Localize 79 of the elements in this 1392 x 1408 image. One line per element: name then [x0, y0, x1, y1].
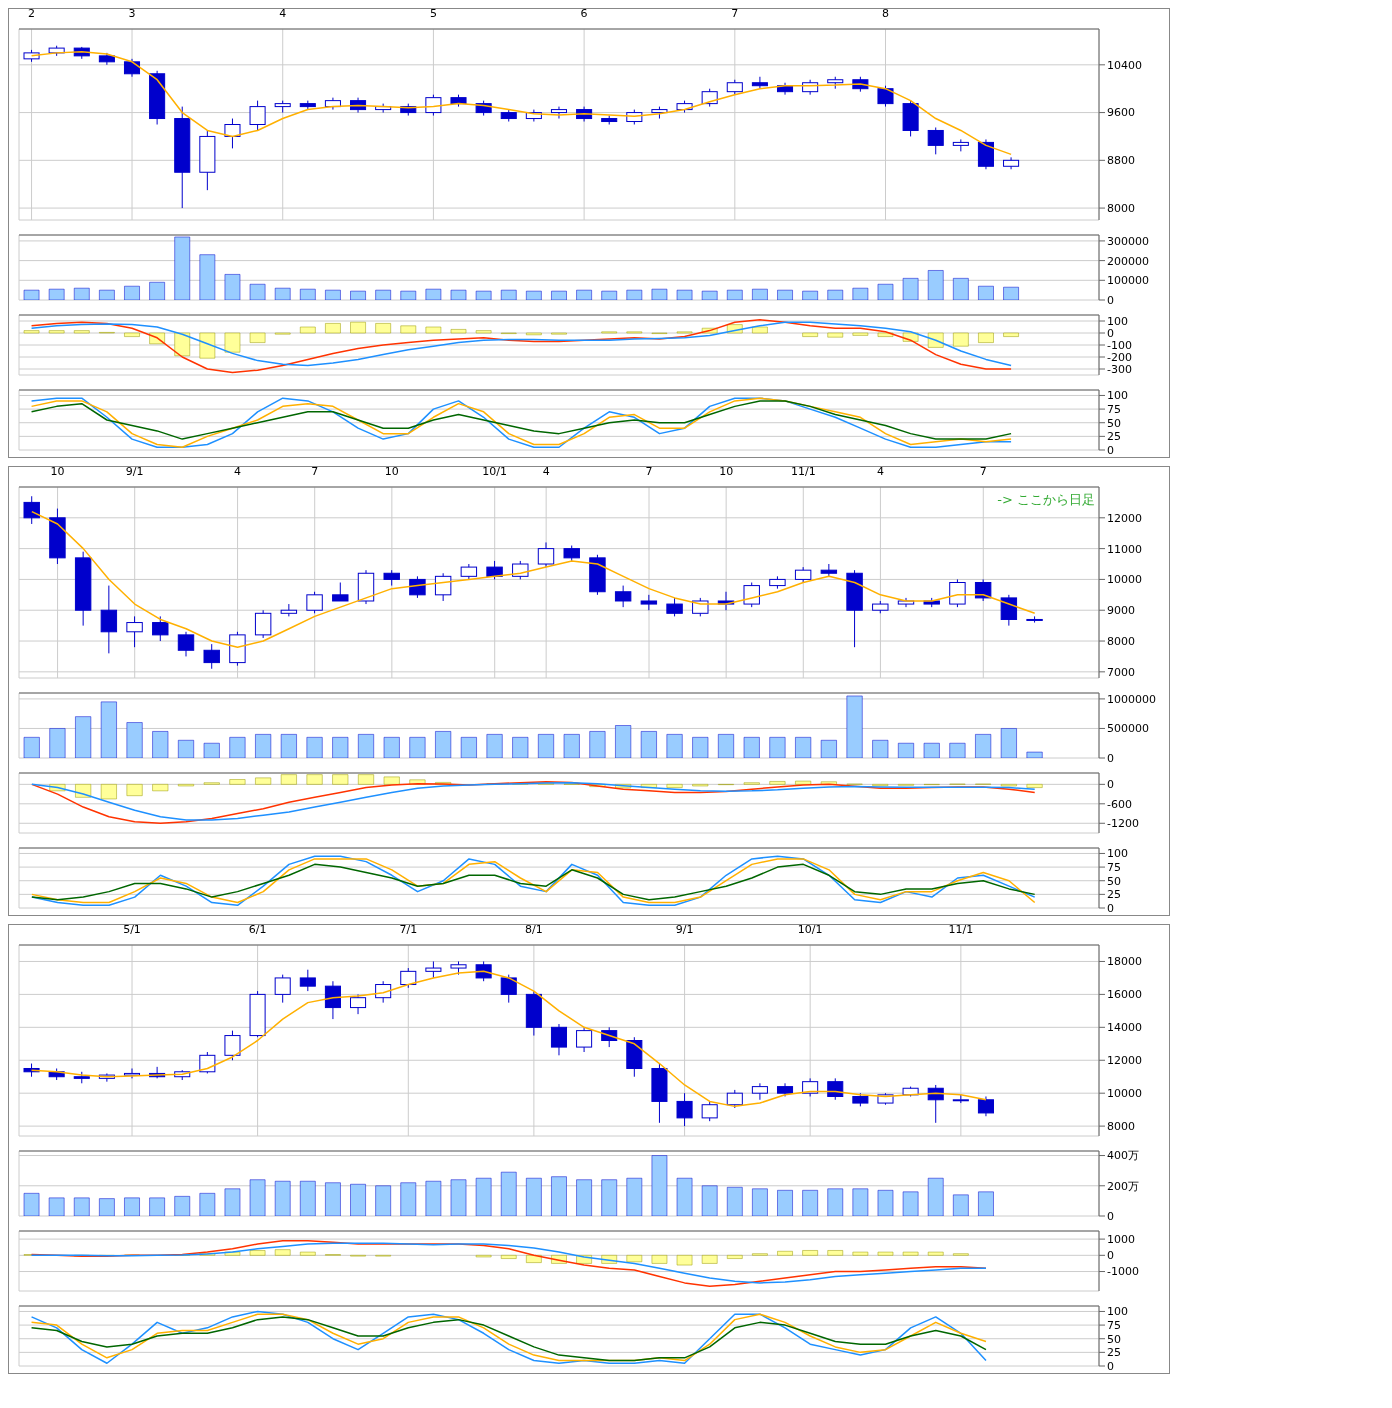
y-tick-label: 1000000 [1107, 692, 1156, 706]
y-tick-label: 12000 [1107, 511, 1142, 525]
y-tick-label: 100000 [1107, 274, 1149, 288]
x-tick-label: 4 [279, 7, 287, 20]
y-tick-label: 0 [1107, 1209, 1114, 1223]
y-tick-label: 0 [1107, 901, 1114, 915]
x-tick-label: 7/1 [399, 923, 418, 936]
y-tick-label: 0 [1107, 293, 1114, 307]
y-tick-label: 100 [1107, 1305, 1128, 1319]
y-tick-label: -600 [1107, 797, 1132, 811]
y-tick-label: 200万 [1107, 1179, 1139, 1193]
y-tick-label: 10000 [1107, 1087, 1142, 1101]
x-tick-label: 5 [429, 7, 437, 20]
y-tick-label: 200000 [1107, 254, 1149, 268]
x-tick-label: 5/1 [123, 923, 141, 936]
y-tick-label: 75 [1107, 1319, 1121, 1332]
y-tick-label: 16000 [1107, 988, 1142, 1002]
y-tick-label: 7000 [1107, 665, 1135, 679]
x-tick-label: 7 [645, 465, 653, 478]
x-tick-label: 6/1 [248, 923, 267, 936]
x-tick-label: 10/1 [482, 465, 508, 478]
y-tick-label: 0 [1107, 778, 1114, 792]
y-tick-label: 10400 [1107, 58, 1142, 72]
x-tick-label: 7 [311, 465, 319, 478]
y-tick-label: 1000 [1107, 1233, 1135, 1247]
x-tick-label: 11/1 [790, 465, 816, 478]
y-tick-label: 0 [1107, 443, 1114, 457]
y-tick-label: 100 [1107, 314, 1128, 328]
y-tick-label: 0 [1107, 326, 1114, 340]
y-tick-label: 8000 [1107, 1120, 1135, 1134]
y-tick-label: 400万 [1107, 1149, 1139, 1163]
y-tick-label: 25 [1107, 888, 1121, 902]
x-tick-label: 10/1 [797, 923, 823, 936]
y-tick-label: 12000 [1107, 1054, 1142, 1068]
y-tick-label: -100 [1107, 338, 1132, 352]
x-tick-label: 4 [876, 465, 884, 478]
y-tick-label: 9600 [1107, 106, 1135, 120]
x-tick-label: 9/1 [125, 465, 144, 478]
y-tick-label: 10000 [1107, 573, 1142, 587]
x-tick-label: 4 [234, 465, 242, 478]
y-tick-label: 100 [1107, 847, 1128, 861]
x-tick-label: 8 [882, 7, 890, 20]
x-tick-label: 3 [128, 7, 136, 20]
x-tick-label: 9/1 [675, 923, 694, 936]
x-tick-label: 8/1 [525, 923, 543, 936]
y-tick-label: 75 [1107, 861, 1121, 874]
x-tick-label: 2 [28, 7, 36, 20]
y-tick-label: 50 [1107, 416, 1121, 430]
y-tick-label: -300 [1107, 362, 1132, 376]
y-tick-label: 0 [1107, 751, 1114, 765]
y-tick-label: 75 [1107, 403, 1121, 416]
y-tick-label: -1000 [1107, 1265, 1139, 1279]
x-tick-label: 10 [384, 465, 399, 478]
y-tick-label: 50 [1107, 1332, 1121, 1346]
x-tick-label: 7 [731, 7, 739, 20]
y-tick-label: 11000 [1107, 542, 1142, 556]
x-tick-label: 10 [719, 465, 734, 478]
y-tick-label: 300000 [1107, 234, 1149, 248]
annotation: -> ここから日足 [997, 491, 1095, 509]
x-tick-label: 4 [542, 465, 550, 478]
y-tick-label: 8000 [1107, 201, 1135, 215]
y-tick-label: 25 [1107, 1346, 1121, 1360]
y-tick-label: 100 [1107, 389, 1128, 403]
y-tick-label: 8000 [1107, 634, 1135, 648]
y-tick-label: 50 [1107, 874, 1121, 888]
x-tick-label: 6 [580, 7, 588, 20]
y-tick-label: 9000 [1107, 604, 1135, 618]
x-tick-label: 11/1 [948, 923, 974, 936]
x-tick-label: 7 [979, 465, 987, 478]
y-tick-label: 25 [1107, 430, 1121, 444]
x-tick-label: 10 [50, 465, 65, 478]
y-tick-label: 0 [1107, 1359, 1114, 1373]
y-tick-label: 0 [1107, 1249, 1114, 1263]
y-tick-label: 500000 [1107, 722, 1149, 736]
y-tick-label: -1200 [1107, 817, 1139, 831]
y-tick-label: 14000 [1107, 1021, 1142, 1035]
y-tick-label: 8800 [1107, 154, 1135, 168]
y-tick-label: -200 [1107, 350, 1132, 364]
y-tick-label: 18000 [1107, 955, 1142, 969]
